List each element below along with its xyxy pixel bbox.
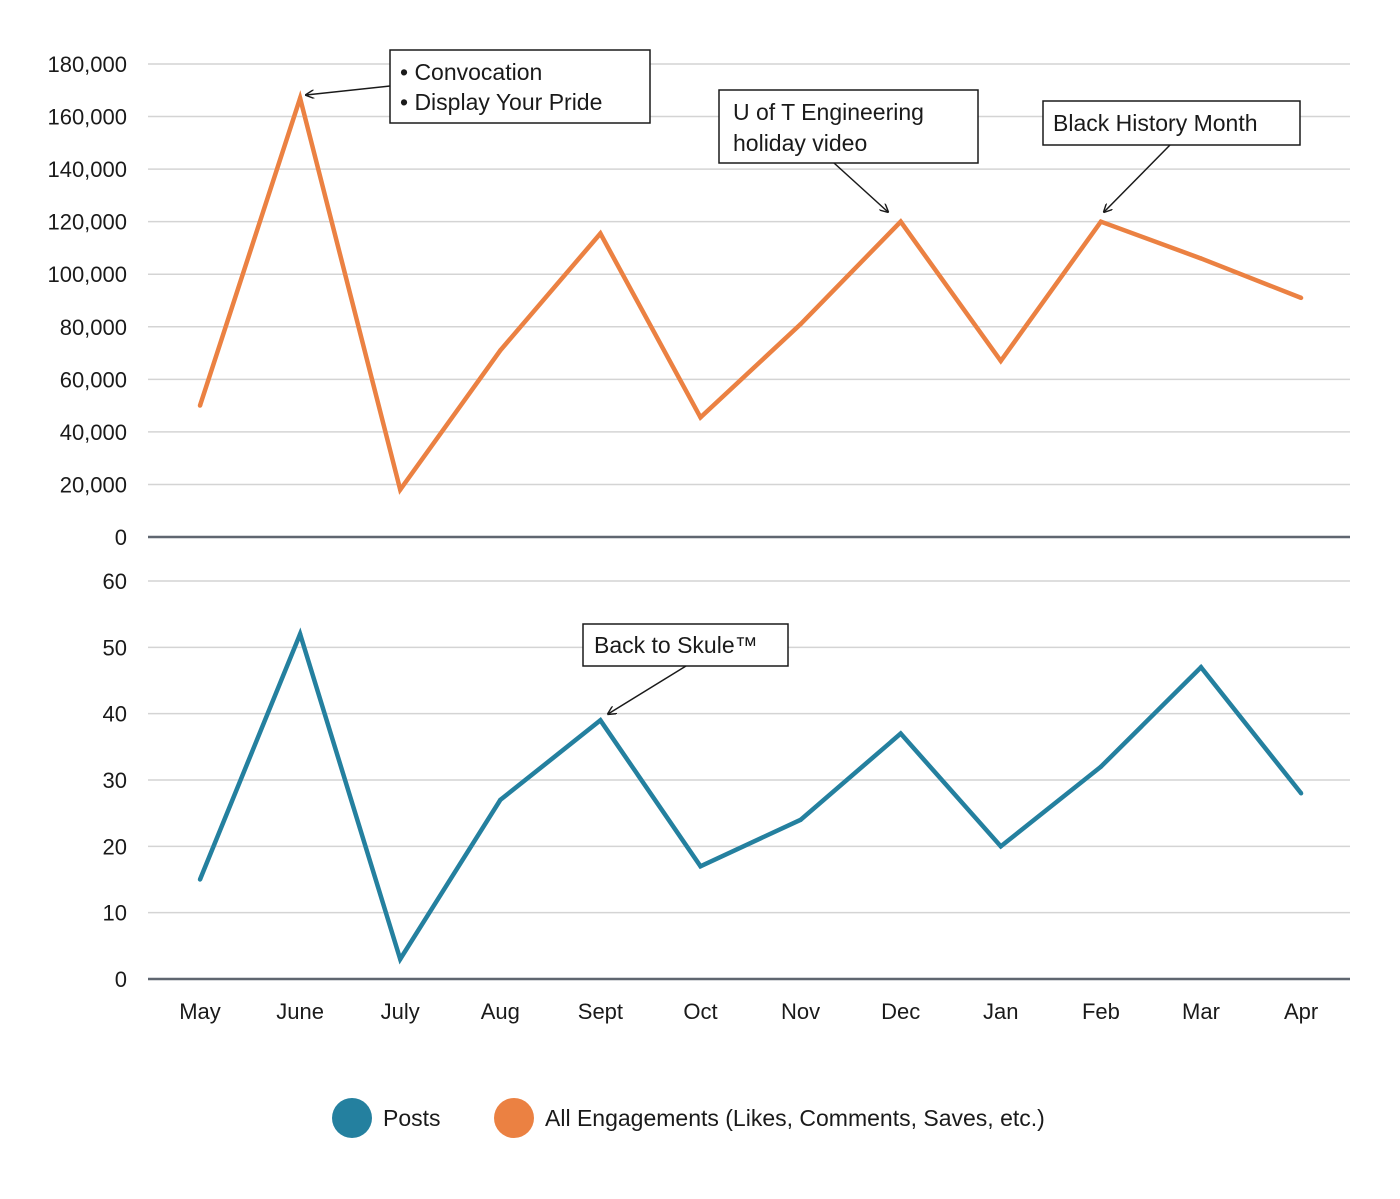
data-point	[398, 487, 403, 492]
annotation-box	[1042, 100, 1301, 146]
y-tick-label: 140,000	[47, 157, 127, 182]
annotation-arrow	[306, 85, 391, 95]
x-tick-label: Dec	[881, 999, 920, 1024]
annotation-arrow	[1104, 144, 1171, 212]
y-tick-label: 80,000	[60, 315, 127, 340]
y-tick-label: 100,000	[47, 262, 127, 287]
data-point	[998, 844, 1003, 849]
x-tick-label: June	[276, 999, 324, 1024]
annotation-arrow	[833, 162, 888, 212]
y-tick-label: 20	[103, 834, 127, 859]
x-tick-label: Sept	[578, 999, 623, 1024]
annotation-arrow	[608, 665, 687, 714]
x-tick-label: Oct	[683, 999, 717, 1024]
data-point	[798, 817, 803, 822]
x-tick-label: Mar	[1182, 999, 1220, 1024]
data-point	[898, 731, 903, 736]
y-tick-label: 0	[115, 967, 127, 992]
data-point	[197, 877, 203, 882]
annotation-text: U of T Engineering	[733, 99, 924, 125]
data-point	[197, 403, 203, 408]
legend-label: All Engagements (Likes, Comments, Saves,…	[545, 1105, 1045, 1131]
data-point	[297, 95, 303, 101]
y-tick-label: 20,000	[60, 472, 127, 497]
annotation-text: Back to Skule™	[594, 632, 758, 658]
y-tick-label: 10	[103, 901, 127, 926]
x-tick-label: Feb	[1082, 999, 1120, 1024]
y-tick-label: 60	[103, 569, 127, 594]
annotation-text: holiday video	[733, 130, 867, 156]
data-point	[1098, 764, 1104, 769]
data-point	[698, 415, 703, 420]
annotation-text: • Convocation	[400, 59, 542, 85]
y-tick-label: 60,000	[60, 367, 127, 392]
series-line	[197, 90, 1302, 495]
data-point	[598, 231, 603, 236]
annotation-text: • Display Your Pride	[400, 89, 602, 115]
y-tick-label: 160,000	[47, 105, 127, 130]
x-tick-label: May	[179, 999, 221, 1024]
legend-swatch	[494, 1098, 534, 1138]
y-tick-label: 0	[115, 525, 127, 550]
series-line	[197, 627, 1303, 965]
legend-swatch	[332, 1098, 372, 1138]
annotation-box	[582, 623, 789, 667]
data-point	[998, 358, 1003, 364]
x-tick-label: Nov	[781, 999, 820, 1024]
y-tick-label: 50	[103, 635, 127, 660]
legend-label: Posts	[383, 1105, 441, 1131]
data-point	[1098, 219, 1104, 224]
annotation-text: Black History Month	[1053, 110, 1258, 136]
data-point	[698, 864, 703, 869]
annotation-box	[389, 49, 651, 124]
data-point	[1298, 295, 1304, 301]
data-point	[798, 321, 803, 327]
x-tick-label: Apr	[1284, 999, 1318, 1024]
data-point	[898, 219, 903, 224]
data-point	[1198, 256, 1204, 261]
y-tick-label: 30	[103, 768, 127, 793]
x-tick-label: Aug	[481, 999, 520, 1024]
y-tick-label: 180,000	[47, 52, 127, 77]
data-point	[498, 797, 503, 803]
y-tick-label: 40	[103, 702, 127, 727]
y-tick-label: 120,000	[47, 210, 127, 235]
y-tick-label: 40,000	[60, 420, 127, 445]
data-point	[1198, 665, 1204, 670]
data-point	[1298, 791, 1304, 796]
data-point	[498, 348, 503, 353]
data-point	[297, 631, 303, 637]
annotation-box	[718, 89, 979, 164]
data-point	[398, 956, 403, 962]
x-tick-label: July	[381, 999, 420, 1024]
x-tick-label: Jan	[983, 999, 1018, 1024]
data-point	[598, 718, 603, 723]
